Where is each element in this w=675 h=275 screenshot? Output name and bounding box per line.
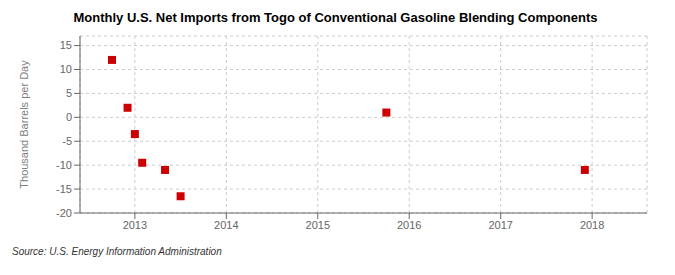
html-text:Monthly U.S. Net Imports from: Monthly U.S. Net Imports from Togo of Co… bbox=[73, 10, 598, 25]
svg-text:5: 5 bbox=[66, 87, 72, 99]
svg-text:-10: -10 bbox=[56, 159, 72, 171]
html-text:Source: U.S. Energy Informatio: Source: U.S. Energy Information Administ… bbox=[12, 246, 222, 257]
svg-text:-15: -15 bbox=[56, 183, 72, 195]
svg-text:Thousand Barrels per Day: Thousand Barrels per Day bbox=[18, 60, 30, 189]
svg-text:15: 15 bbox=[60, 39, 72, 51]
svg-text:2015: 2015 bbox=[306, 219, 330, 231]
svg-text:2017: 2017 bbox=[488, 219, 512, 231]
svg-text:0: 0 bbox=[66, 111, 72, 123]
svg-text:10: 10 bbox=[60, 63, 72, 75]
svg-text:-5: -5 bbox=[62, 135, 72, 147]
svg-text:2013: 2013 bbox=[123, 219, 147, 231]
svg-text:2014: 2014 bbox=[214, 219, 238, 231]
svg-text:2016: 2016 bbox=[397, 219, 421, 231]
svg-text:-20: -20 bbox=[56, 207, 72, 219]
svg-text:2018: 2018 bbox=[580, 219, 604, 231]
